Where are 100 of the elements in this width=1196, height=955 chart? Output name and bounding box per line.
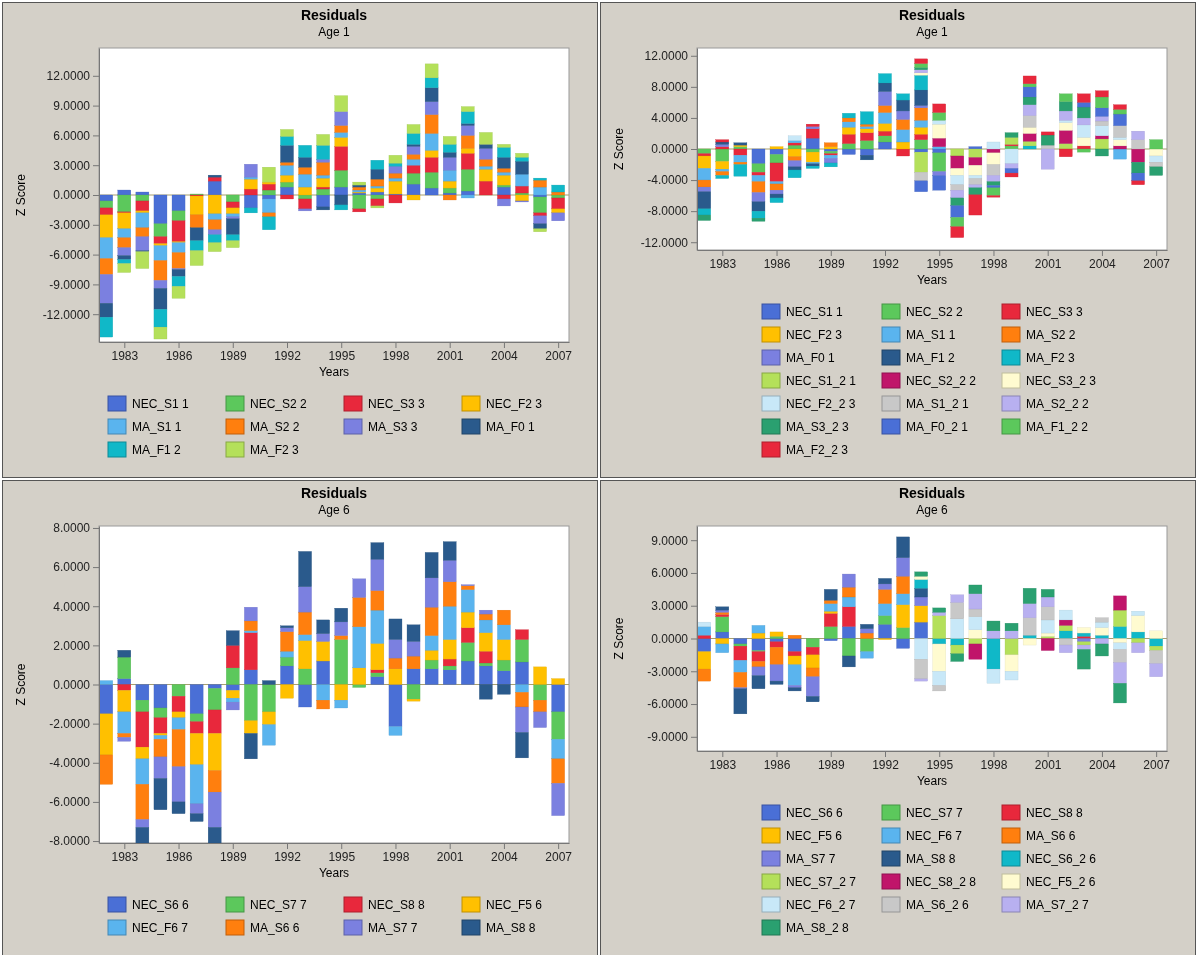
y-tick-label: 0.0000 — [53, 188, 91, 203]
legend-label: NEC_S3 3 — [1026, 305, 1084, 319]
x-tick-label: 1998 — [382, 849, 410, 864]
y-tick-label: -9.0000 — [647, 730, 689, 745]
legend-label: MA_S2_2 2 — [1026, 397, 1090, 411]
legend-label: MA_S1 1 — [132, 420, 182, 434]
chart-title: Residuals — [898, 7, 966, 23]
legend-label: NEC_S8 8 — [1026, 806, 1084, 820]
x-tick-label: 2001 — [1034, 256, 1062, 271]
legend-label: NEC_S8 8 — [368, 898, 426, 912]
legend-label: MA_S6 6 — [1026, 829, 1076, 843]
legend-label: NEC_S2 2 — [906, 305, 964, 319]
legend-label: MA_S3 3 — [368, 420, 418, 434]
y-axis-title: Z Score — [612, 617, 626, 660]
y-tick-label: -8.0000 — [49, 834, 91, 849]
legend-label: MA_S1_2 1 — [906, 397, 970, 411]
legend-label: NEC_F6 7 — [906, 829, 963, 843]
legend-label: NEC_S3 3 — [368, 397, 426, 411]
legend-label: NEC_S3_2 3 — [1026, 374, 1097, 388]
x-tick-label: 2007 — [545, 849, 573, 864]
legend-label: MA_S7 7 — [786, 852, 836, 866]
y-tick-label: 6.0000 — [53, 560, 91, 575]
x-axis-title: Years — [916, 273, 948, 287]
x-tick-label: 1995 — [328, 348, 356, 363]
x-tick-label: 1995 — [926, 757, 954, 772]
legend-label: MA_F2 3 — [1026, 351, 1076, 365]
legend-label: NEC_S7_2 7 — [786, 875, 857, 889]
y-axis-title: Z Score — [612, 127, 626, 171]
x-tick-label: 1992 — [872, 256, 900, 271]
legend-label: MA_S2 2 — [250, 420, 300, 434]
y-tick-label: -2.0000 — [49, 716, 91, 731]
legend-label: NEC_S2_2 2 — [906, 374, 977, 388]
y-tick-label: -12.0000 — [640, 235, 689, 250]
legend-label: NEC_S6_2 6 — [1026, 852, 1097, 866]
legend-label: NEC_F6 7 — [132, 921, 189, 935]
legend-label: MA_S6 6 — [250, 921, 300, 935]
x-tick-label: 1995 — [328, 849, 356, 864]
legend-label: NEC_S6 6 — [132, 898, 190, 912]
legend-label: MA_F1 2 — [132, 443, 182, 457]
y-tick-label: 9.0000 — [651, 533, 689, 548]
legend-label: NEC_S1 1 — [132, 397, 190, 411]
x-tick-label: 1983 — [709, 256, 737, 271]
legend-label: MA_S7_2 7 — [1026, 898, 1090, 912]
x-tick-label: 1983 — [111, 348, 139, 363]
x-tick-label: 2007 — [1143, 757, 1171, 772]
legend-label: NEC_S6 6 — [786, 806, 844, 820]
y-tick-label: 6.0000 — [53, 128, 91, 143]
y-tick-label: 8.0000 — [53, 521, 91, 536]
legend-label: MA_F1 2 — [906, 351, 956, 365]
chart-title: Residuals — [898, 485, 966, 501]
y-tick-label: 0.0000 — [651, 142, 689, 157]
y-tick-label: 3.0000 — [53, 158, 91, 173]
y-tick-label: -3.0000 — [49, 218, 91, 233]
y-tick-label: -8.0000 — [647, 204, 689, 219]
legend-label: NEC_F2 3 — [786, 328, 843, 342]
legend-label: MA_S8 8 — [486, 921, 536, 935]
legend-label: MA_S8_2 8 — [786, 921, 850, 935]
legend-label: MA_S1 1 — [906, 328, 956, 342]
y-axis-title: Z Score — [14, 663, 28, 706]
x-tick-label: 1998 — [980, 256, 1008, 271]
legend-label: MA_F0 1 — [486, 420, 536, 434]
x-tick-label: 2007 — [545, 348, 573, 363]
x-tick-label: 1986 — [165, 849, 193, 864]
chart-title: Residuals — [300, 485, 368, 501]
y-tick-label: 3.0000 — [651, 599, 689, 614]
x-tick-label: 1989 — [817, 757, 845, 772]
legend-label: NEC_S7 7 — [250, 898, 308, 912]
y-tick-label: -3.0000 — [647, 664, 689, 679]
legend-label: NEC_F5 6 — [486, 898, 543, 912]
y-tick-label: -12.0000 — [42, 307, 91, 322]
legend-label: NEC_F5_2 6 — [1026, 875, 1096, 889]
y-tick-label: 6.0000 — [651, 566, 689, 581]
y-tick-label: -6.0000 — [647, 697, 689, 712]
x-tick-label: 2001 — [436, 849, 464, 864]
legend-label: NEC_S1 1 — [786, 305, 844, 319]
x-axis-title: Years — [318, 365, 350, 379]
y-tick-label: -4.0000 — [647, 173, 689, 188]
legend-label: NEC_F2 3 — [486, 397, 543, 411]
y-tick-label: -6.0000 — [49, 795, 91, 810]
legend-label: MA_F0_2 1 — [906, 420, 969, 434]
y-tick-label: 0.0000 — [651, 631, 689, 646]
x-tick-label: 2004 — [491, 849, 519, 864]
legend-label: MA_F0 1 — [786, 351, 836, 365]
x-tick-label: 2004 — [1089, 256, 1117, 271]
y-tick-label: 4.0000 — [651, 111, 689, 126]
x-tick-label: 1983 — [709, 757, 737, 772]
chart-subtitle: Age 1 — [916, 25, 949, 39]
legend-label: MA_F1_2 2 — [1026, 420, 1089, 434]
x-tick-label: 1983 — [111, 849, 139, 864]
y-tick-label: 0.0000 — [53, 677, 91, 692]
legend-label: NEC_S8_2 8 — [906, 875, 977, 889]
y-tick-label: 8.0000 — [651, 80, 689, 95]
x-tick-label: 2001 — [436, 348, 464, 363]
x-tick-label: 2007 — [1143, 256, 1171, 271]
x-tick-label: 1995 — [926, 256, 954, 271]
chart-subtitle: Age 6 — [318, 503, 351, 517]
legend-label: MA_S3_2 3 — [786, 420, 850, 434]
legend-label: NEC_F2_2 3 — [786, 397, 856, 411]
y-tick-label: -6.0000 — [49, 247, 91, 262]
x-tick-label: 2001 — [1034, 757, 1062, 772]
